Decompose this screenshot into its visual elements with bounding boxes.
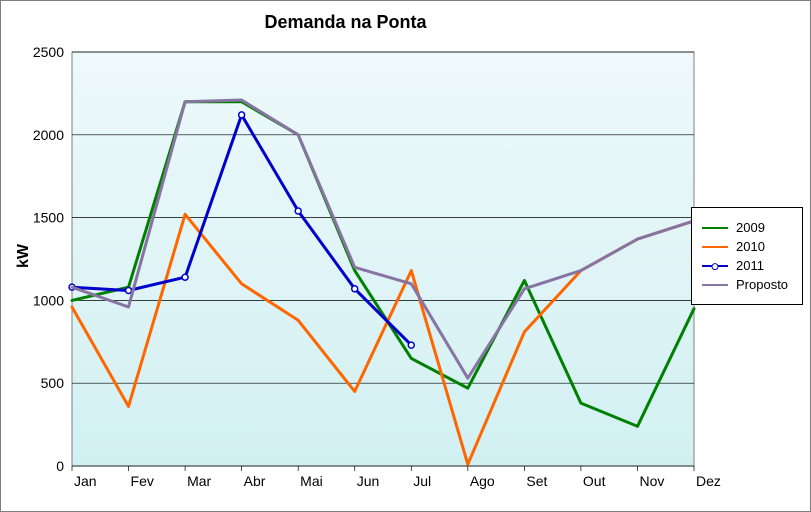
y-tick-label: 1500 <box>33 210 64 226</box>
x-tick-label: Fev <box>131 473 154 489</box>
y-tick-label: 1000 <box>33 292 64 308</box>
x-tick-label: Mar <box>187 473 211 489</box>
series-marker <box>239 112 245 118</box>
x-tick-label: Jan <box>74 473 97 489</box>
legend-line-icon <box>702 284 728 286</box>
legend-item: 2011 <box>702 258 792 273</box>
y-tick-label: 2000 <box>33 127 64 143</box>
x-tick-label: Abr <box>244 473 266 489</box>
y-tick-label: 500 <box>41 375 65 391</box>
legend-label: 2011 <box>736 258 764 273</box>
legend: 2009 2010 2011 Proposto <box>691 207 803 305</box>
y-tick-label: 0 <box>56 458 64 474</box>
legend-label: Proposto <box>736 277 788 292</box>
legend-label: 2010 <box>736 239 765 254</box>
legend-line-icon <box>702 265 728 267</box>
chart-container: Demanda na Ponta kW 0 500 1000 1500 2000 2500… <box>0 0 811 512</box>
chart-plot: 0 500 1000 1500 2000 2500 Jan Fev Mar Abr Mai Jun Ju… <box>0 0 811 512</box>
y-tick-label: 2500 <box>33 44 64 60</box>
x-tick-label: Dez <box>696 473 721 489</box>
chart-title: Demanda na Ponta <box>0 12 691 33</box>
series-marker <box>126 287 132 293</box>
legend-line-icon <box>702 227 728 229</box>
x-tick-label: Jun <box>357 473 380 489</box>
x-tick-label: Set <box>526 473 547 489</box>
series-marker <box>295 208 301 214</box>
x-tick-label: Ago <box>470 473 495 489</box>
x-tick-label: Mai <box>300 473 323 489</box>
legend-item: 2010 <box>702 239 792 254</box>
legend-item: 2009 <box>702 220 792 235</box>
series-marker <box>352 286 358 292</box>
legend-line-icon <box>702 246 728 248</box>
legend-item: Proposto <box>702 277 792 292</box>
series-marker <box>408 342 414 348</box>
y-axis-label: kW <box>15 244 33 268</box>
x-tick-label: Nov <box>639 473 664 489</box>
x-tick-label: Out <box>583 473 606 489</box>
series-marker <box>182 274 188 280</box>
legend-label: 2009 <box>736 220 765 235</box>
x-tick-label: Jul <box>413 473 431 489</box>
legend-marker-icon <box>712 263 719 270</box>
